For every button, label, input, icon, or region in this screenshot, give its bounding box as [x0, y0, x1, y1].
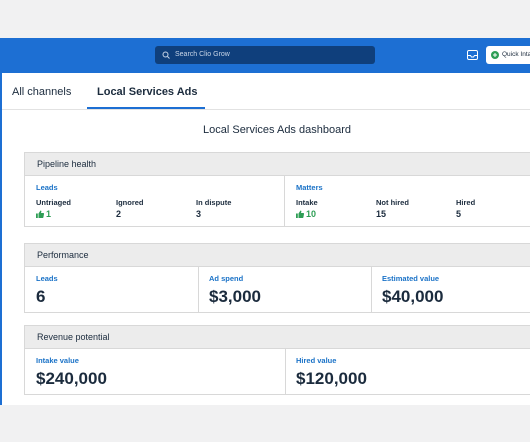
item-label: Untriaged — [36, 198, 72, 207]
section-title: Revenue potential — [25, 326, 530, 349]
content-panel — [0, 73, 530, 405]
item-label: Ignored — [116, 198, 144, 207]
value: 15 — [376, 209, 387, 219]
card-value: 6 — [36, 287, 46, 306]
item-label: Not hired — [376, 198, 409, 207]
section: Pipeline health Leads Untriaged 1 Ignored 2 I… — [24, 152, 530, 227]
item-value: 15 — [376, 209, 386, 219]
card-label: Hired value — [296, 356, 337, 365]
group-label: Matters — [296, 183, 323, 192]
group-label: Leads — [36, 183, 58, 192]
card-label: Leads — [36, 274, 58, 283]
item-label: Hired — [456, 198, 476, 207]
section-title: Performance — [25, 244, 530, 267]
value: 2 — [116, 209, 122, 219]
divider — [285, 349, 286, 395]
plus-icon — [491, 51, 499, 59]
tab-underline — [87, 107, 205, 109]
item-value: 1 — [36, 209, 51, 219]
card-value: $240,000 — [36, 369, 107, 388]
item-value: 5 — [456, 209, 461, 219]
value: 10 — [306, 209, 317, 219]
item-label: Intake — [296, 198, 318, 207]
tab-active[interactable]: Local Services Ads — [97, 86, 198, 98]
item-label: In dispute — [196, 198, 232, 207]
divider — [284, 176, 285, 227]
value: 3 — [196, 209, 202, 219]
divider — [198, 267, 199, 313]
tab-divider — [2, 109, 530, 110]
section: Revenue potential Intake value $240,000 Hi… — [24, 325, 530, 395]
thumb-icon — [36, 210, 45, 218]
divider — [371, 267, 372, 313]
value: 5 — [456, 209, 462, 219]
dashboard-title: Local Services Ads dashboard — [203, 124, 351, 136]
inbox-icon[interactable] — [467, 50, 478, 60]
item-value: 2 — [116, 209, 121, 219]
thumb-icon — [296, 210, 305, 218]
search-box[interactable]: Search Clio Grow — [155, 46, 375, 64]
card-label: Intake value — [36, 356, 79, 365]
value: 1 — [46, 209, 52, 219]
quick-intake-button[interactable]: Quick Inta — [486, 46, 530, 64]
section: Performance Leads 6 Ad spend $3,000 Estimate… — [24, 243, 530, 313]
card-label: Estimated value — [382, 274, 440, 283]
item-value: 10 — [296, 209, 316, 219]
tab[interactable]: All channels — [12, 86, 72, 98]
card-value: $40,000 — [382, 287, 444, 306]
card-label: Ad spend — [209, 274, 244, 283]
card-value: $120,000 — [296, 369, 367, 388]
card-value: $3,000 — [209, 287, 261, 306]
section-title: Pipeline health — [25, 153, 530, 176]
item-value: 3 — [196, 209, 201, 219]
search-icon — [162, 51, 170, 59]
